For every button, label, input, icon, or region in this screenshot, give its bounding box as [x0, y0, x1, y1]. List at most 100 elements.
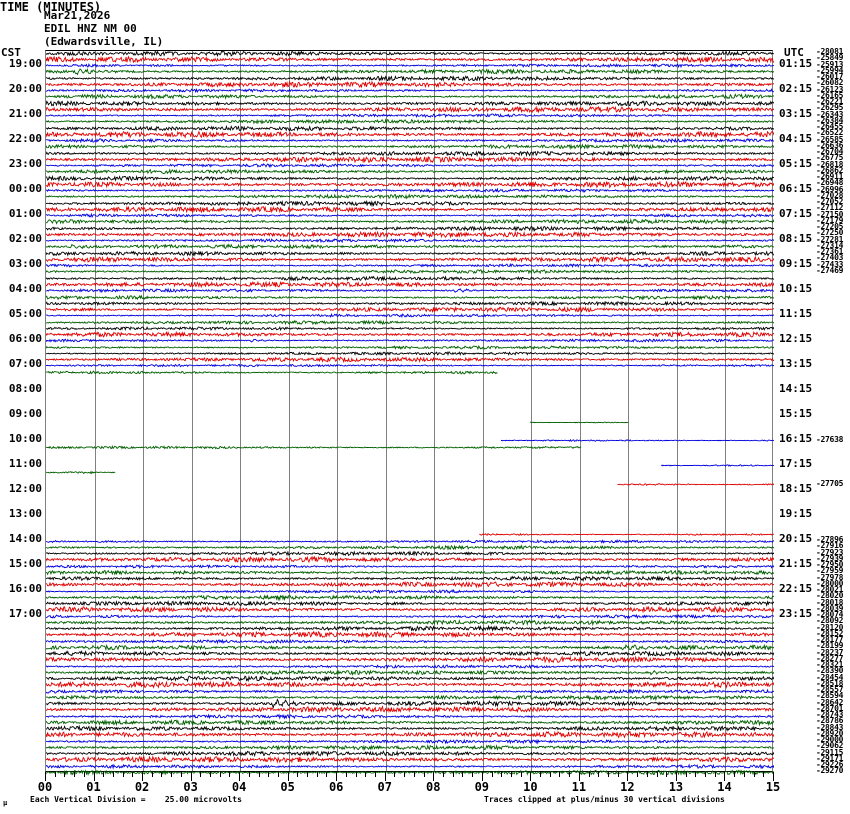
scale-offset-label: -26862 — [816, 165, 844, 175]
trace-line — [46, 128, 774, 139]
trace-line — [46, 697, 774, 710]
scale-offset-label: -28518 — [816, 678, 844, 688]
scale-offset-label: -26948 — [816, 178, 844, 188]
scale-offset-label: -28843 — [816, 722, 844, 732]
left-time-label: 09:00 — [8, 406, 42, 420]
trace-line — [46, 103, 774, 114]
header-location: (Edwardsville, IL) — [44, 35, 164, 48]
x-tick-minor — [365, 772, 366, 777]
x-axis-tick-label: 07 — [377, 780, 392, 794]
right-time-label: 21:15 — [779, 557, 813, 571]
x-tick-major — [288, 772, 289, 781]
gridline-minute-13 — [677, 51, 678, 771]
right-time-label: 01:15 — [779, 56, 813, 70]
scale-offset-label: -28074 — [816, 610, 844, 620]
left-time-label: 03:00 — [8, 256, 42, 270]
trace-line — [46, 159, 774, 170]
scale-offset-label: -26384 — [816, 115, 844, 125]
x-tick-minor — [589, 772, 590, 777]
x-tick-minor — [200, 772, 201, 777]
scale-offset-label: -27205 — [816, 222, 844, 232]
trace-line — [46, 647, 774, 658]
trace-line — [46, 441, 774, 452]
x-axis-ticks — [45, 772, 774, 782]
scale-offset-label: -27638 — [816, 434, 844, 444]
x-tick-minor — [249, 772, 250, 777]
scale-offset-label: -26911 — [816, 172, 844, 182]
seismogram-plot[interactable] — [45, 49, 774, 776]
scale-offset-label: -26455 — [816, 122, 844, 132]
x-tick-minor — [647, 772, 648, 777]
trace-line — [46, 710, 774, 721]
x-tick-minor — [103, 772, 104, 777]
x-tick-major — [94, 772, 95, 781]
scale-offset-label: -26082 — [816, 78, 844, 88]
x-tick-minor — [472, 772, 473, 777]
scale-offset-label: -27150 — [816, 209, 844, 219]
x-tick-minor — [462, 772, 463, 777]
right-time-label: 14:15 — [779, 381, 813, 395]
trace-line — [46, 535, 774, 546]
gridline-minute-07 — [386, 51, 387, 771]
x-tick-major — [191, 772, 192, 781]
x-axis-tick-label: 05 — [280, 780, 295, 794]
trace-line — [46, 635, 774, 646]
trace-line — [46, 178, 774, 189]
x-tick-major — [773, 772, 774, 781]
trace-line — [46, 284, 774, 295]
x-tick-minor — [424, 772, 425, 777]
gridline-minute-03 — [192, 51, 193, 771]
trace-line — [46, 90, 774, 101]
trace-line — [46, 203, 774, 214]
trace-line — [46, 703, 774, 715]
trace-line — [46, 72, 774, 83]
trace-line — [46, 265, 774, 276]
x-tick-minor — [64, 772, 65, 777]
x-tick-major — [239, 772, 240, 781]
x-tick-minor — [181, 772, 182, 777]
axis-label-utc: UTC — [784, 46, 804, 59]
scale-offset-label: -27950 — [816, 560, 844, 570]
x-axis-title: TIME (MINUTES) — [0, 0, 102, 14]
x-tick-minor — [637, 772, 638, 777]
scale-offset-label: -26775 — [816, 153, 844, 163]
x-tick-minor — [705, 772, 706, 777]
trace-line — [46, 691, 774, 702]
x-tick-major — [579, 772, 580, 781]
x-tick-minor — [666, 772, 667, 777]
right-time-label: 05:15 — [779, 156, 813, 170]
x-tick-minor — [657, 772, 658, 777]
scale-offset-label: -26585 — [816, 134, 844, 144]
trace-line — [46, 459, 774, 470]
trace-line — [46, 366, 774, 377]
left-time-label: 10:00 — [8, 431, 42, 445]
x-tick-minor — [744, 772, 745, 777]
left-time-label: 00:00 — [8, 181, 42, 195]
trace-line — [46, 466, 774, 477]
x-axis-tick-label: 06 — [328, 780, 344, 794]
scale-offset-label: -26996 — [816, 184, 844, 194]
trace-line — [46, 122, 774, 133]
scale-offset-label: -28642 — [816, 697, 844, 707]
x-axis-tick-label: 09 — [474, 780, 490, 794]
x-tick-minor — [375, 772, 376, 777]
trace-line — [46, 215, 774, 226]
x-tick-minor — [763, 772, 764, 777]
left-time-label: 19:00 — [8, 56, 42, 70]
scale-offset-label: -27403 — [816, 253, 844, 263]
scale-offset-label: -28557 — [816, 685, 844, 695]
x-tick-minor — [123, 772, 124, 777]
trace-line — [46, 222, 774, 233]
x-tick-minor — [618, 772, 619, 777]
left-time-label: 22:00 — [8, 131, 42, 145]
scale-offset-label: -27916 — [816, 541, 844, 551]
scale-offset-label: -27939 — [816, 553, 844, 563]
left-time-label: 23:00 — [8, 156, 42, 170]
gridline-minute-05 — [289, 51, 290, 771]
scale-offset-label: -25994 — [816, 65, 844, 75]
right-time-label: 22:15 — [779, 582, 813, 596]
left-time-label: 21:00 — [8, 106, 42, 120]
trace-line — [46, 622, 774, 633]
scale-offset-label: -26123 — [816, 84, 844, 94]
scale-offset-label: -28277 — [816, 653, 844, 663]
